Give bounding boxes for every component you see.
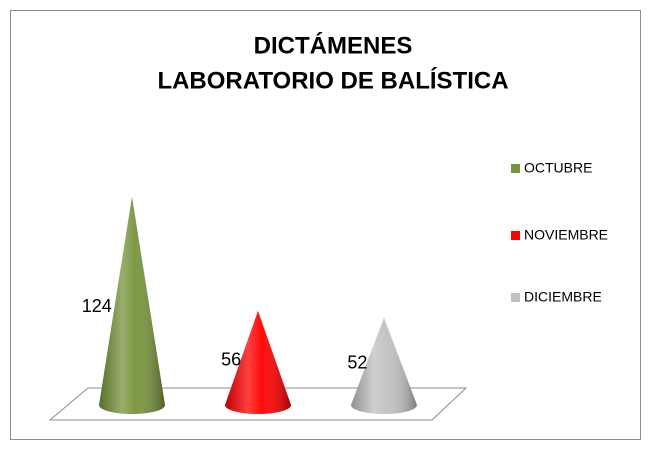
legend-label: DICIEMBRE: [524, 289, 602, 305]
chart-title: LABORATORIO DE BALÍSTICA: [157, 66, 508, 94]
cone-shade: [225, 310, 291, 414]
cone: [99, 196, 165, 414]
legend-swatch: [511, 293, 520, 302]
data-label: 52: [347, 353, 367, 373]
legend-swatch: [511, 164, 520, 173]
cone: [351, 317, 417, 414]
legend-swatch: [511, 231, 520, 240]
cone-shade: [99, 196, 165, 414]
data-label: 56: [221, 350, 241, 370]
cone: [225, 310, 291, 414]
chart-title: DICTÁMENES: [254, 31, 413, 59]
legend-label: OCTUBRE: [524, 160, 592, 176]
data-label: 124: [82, 296, 112, 316]
legend-label: NOVIEMBRE: [524, 227, 608, 243]
cone-shade: [351, 317, 417, 414]
